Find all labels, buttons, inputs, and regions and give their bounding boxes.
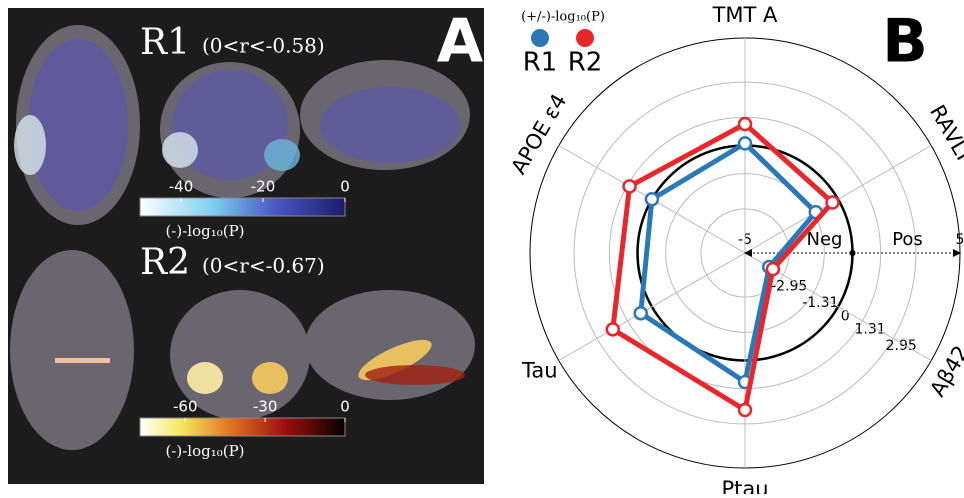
tick-label: 2.95 [886,338,917,354]
brain-panel [8,8,484,484]
legend-label: R1 [523,48,558,78]
spoke [559,253,745,361]
legend-marker [576,29,594,47]
colorbar-tick-label: -60 [173,398,198,416]
colorbar-tick-label: -30 [253,398,278,416]
axis-label: Ptau [721,477,768,494]
series-point [739,404,751,416]
series-point [646,193,658,205]
colorbar-tick-label: -20 [251,178,276,196]
panel-label: B [882,7,928,77]
legend-title: (+/-)-log₁₀(P) [521,10,605,25]
legend-marker [531,29,549,47]
axis-label: TMT A [712,3,778,27]
colorbar-tick-label: 0 [340,178,350,196]
row-range: (0<r<-0.58) [202,34,325,58]
tick-label: 5 [956,232,964,248]
colorbar-tick-label: -40 [169,178,194,196]
pos-label: Pos [892,229,923,250]
series-point [827,196,839,208]
series-point [607,323,619,335]
row-range: (0<r<-0.67) [202,254,325,278]
axis-label: Tau [521,359,558,383]
series-point [739,137,751,149]
series-point [624,180,636,192]
colorbar-tick-label: 0 [340,398,350,416]
legend-label: R2 [568,48,603,78]
tick-label: -2.95 [771,279,807,295]
neg-label: Neg [807,229,843,250]
row-name: R2 [140,242,190,283]
tick-label: 1.31 [854,322,885,338]
row-name: R1 [140,22,190,63]
axis-label: APOE ε4 [506,90,571,178]
colorbar-label: (-)-log₁₀(P) [165,222,244,240]
tick-label: -1.31 [802,295,838,311]
axis-label: RAVLT [925,101,964,168]
series-point [739,118,751,130]
series-point [635,307,647,319]
colorbar-label: (-)-log₁₀(P) [165,442,244,460]
zero-dot [850,250,856,256]
axis-label: Aβ42 [925,341,964,400]
panel-label: A [437,7,484,77]
series-point [767,263,779,275]
figure: A R1 (0<r<-0.58) (-)-log₁₀(P) R2 (0<r<-0… [0,0,964,494]
